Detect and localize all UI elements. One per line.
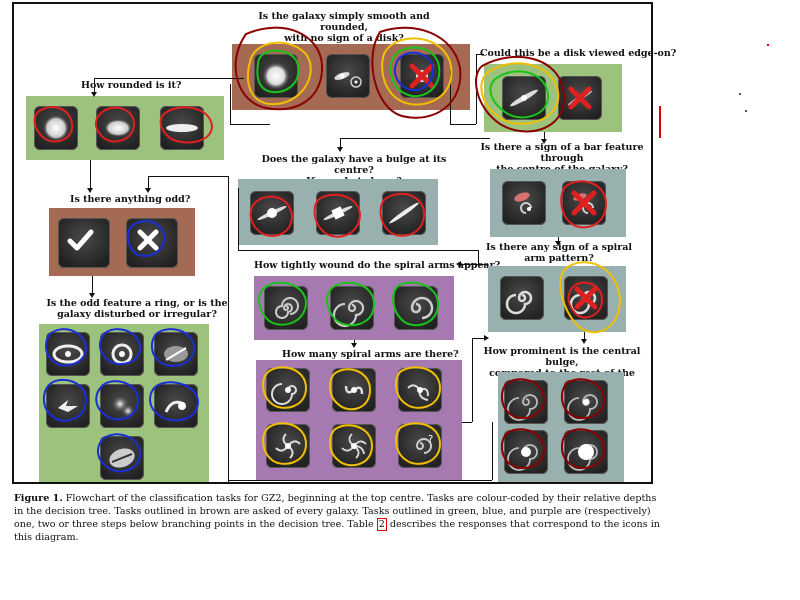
flowchart-figure: Is the galaxy simply smooth and rounded,… [12,2,676,484]
more-than-four-icon[interactable] [332,424,376,468]
no-spiral-icon[interactable] [564,276,608,320]
edge-on-no-icon[interactable] [558,76,602,120]
margin-dot [739,93,741,95]
lens-icon[interactable] [100,332,144,376]
connector [340,138,341,150]
caption-label: Figure 1. [14,493,63,504]
connector [230,84,231,124]
yes-check-icon[interactable] [58,218,110,268]
figure-caption: Figure 1. Flowchart of the classificatio… [14,492,664,544]
tight-spiral-icon[interactable] [264,286,308,330]
table-reference-link[interactable]: 2 [376,518,387,531]
question-spiral: Is there any sign of a spiral arm patter… [485,242,633,264]
cigar-shaped-icon[interactable] [160,106,204,150]
question-odd: Is there anything odd? [70,194,191,205]
connector [340,138,490,139]
arrow [555,241,561,246]
arrow [351,343,357,348]
no-bulge-prominence-icon[interactable] [504,380,548,424]
connector [92,276,93,296]
no-bulge-icon[interactable] [382,191,426,235]
connector [148,176,228,177]
question-wound: How tightly wound do the spiral arms app… [254,260,501,271]
question-odd-feature: Is the odd feature a ring, or is the gal… [46,298,228,320]
arrow [91,92,97,97]
connector [238,250,478,251]
connector [148,176,149,190]
connector [90,160,91,190]
question-smooth: Is the galaxy simply smooth and rounded,… [258,11,430,44]
margin-dot [767,44,769,46]
arrow [89,293,95,298]
connector [476,54,477,124]
connector [472,338,484,339]
arrow [87,188,93,193]
connector [450,70,451,124]
connector [230,124,270,125]
in-between-icon[interactable] [96,106,140,150]
margin-dot [745,110,747,112]
medium-spiral-icon[interactable] [330,286,374,330]
connector [462,422,472,423]
question-arms: How many spiral arms are there? [282,349,459,360]
connector [544,132,545,142]
boxy-bulge-icon[interactable] [316,191,360,235]
connector [238,188,239,250]
features-disk-icon[interactable] [326,54,370,98]
caption-text: Flowchart of the classification tasks fo… [14,493,657,530]
no-cross-icon[interactable] [126,218,178,268]
ring-icon[interactable] [46,332,90,376]
arrow [456,261,461,267]
one-arm-icon[interactable] [266,368,310,412]
margin-mark [659,106,661,138]
connector [228,480,492,481]
just-noticeable-icon[interactable] [564,380,608,424]
arrow [337,147,343,152]
question-rounded: How rounded is it? [81,80,182,91]
connector [450,124,476,125]
caption-text-end: describes the responses that correspond … [14,519,660,543]
completely-round-icon[interactable] [34,106,78,150]
connector [584,332,585,342]
cant-tell-icon[interactable]: ? [398,424,442,468]
spiral-icon[interactable] [500,276,544,320]
arrow [581,339,587,344]
dominant-bulge-icon[interactable] [564,430,608,474]
arrow [145,188,151,193]
connector [94,78,95,94]
bar-icon[interactable] [502,181,546,225]
irregular-icon[interactable] [46,384,90,428]
merger-icon[interactable] [154,384,198,428]
loose-spiral-icon[interactable] [394,286,438,330]
connector [472,338,473,422]
connector [492,422,493,480]
svg-text:?: ? [428,434,433,445]
arrow [541,139,547,144]
four-arms-icon[interactable] [266,424,310,468]
connector [228,176,229,482]
star-artifact-icon[interactable] [400,54,444,98]
connector [94,78,244,79]
connector [476,54,484,55]
connector [478,250,479,264]
rounded-bulge-icon[interactable] [250,191,294,235]
three-arms-icon[interactable] [398,368,442,412]
connector [461,264,488,265]
no-bar-icon[interactable] [562,181,606,225]
question-edge-on: Could this be a disk viewed edge-on? [480,48,677,59]
edge-on-yes-icon[interactable] [502,76,546,120]
smooth-galaxy-icon[interactable] [254,54,298,98]
other-icon[interactable] [100,384,144,428]
disturbed-icon[interactable] [154,332,198,376]
arrow [484,335,489,341]
two-arms-icon[interactable] [332,368,376,412]
obvious-bulge-icon[interactable] [504,430,548,474]
dust-lane-icon[interactable] [100,436,144,480]
